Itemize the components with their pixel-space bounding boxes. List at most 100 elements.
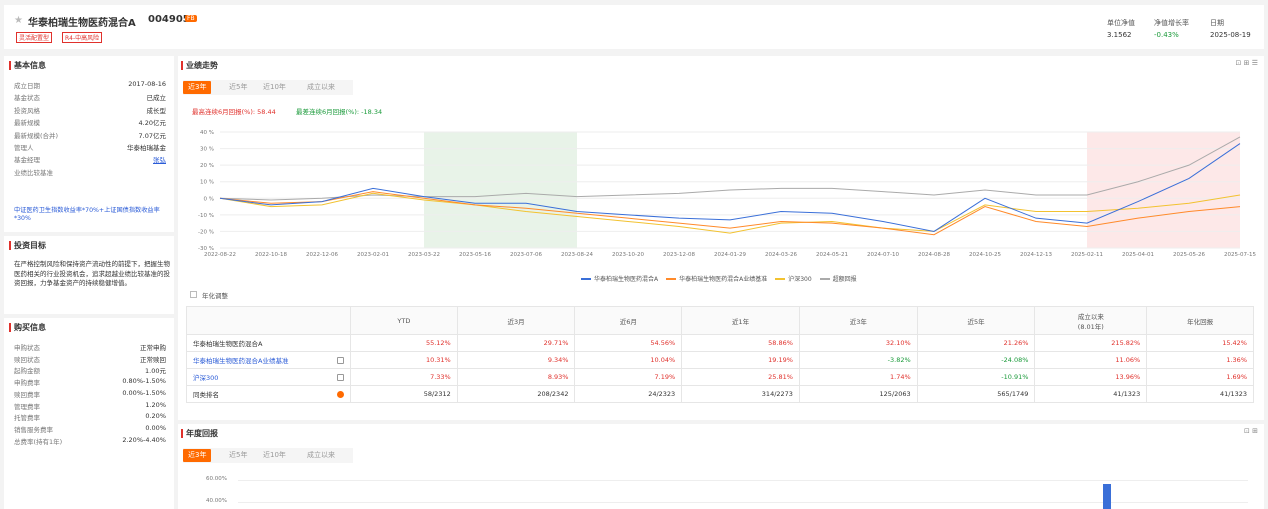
x-tick-label: 2023-02-01	[357, 252, 389, 258]
basic-row-label: 投资风格	[14, 106, 40, 115]
annualize-checkbox[interactable]	[190, 291, 197, 298]
date-label: 日期	[1210, 19, 1224, 27]
purchase-row-value: 0.20%	[145, 412, 166, 421]
table-cell: 58/2312	[350, 385, 458, 403]
table-cell: 208/2342	[456, 385, 576, 403]
legend-marker[interactable]	[666, 278, 677, 280]
y-tick-label: 20 %	[200, 163, 214, 169]
table-cell: 41/1323	[1034, 385, 1148, 403]
chart-tools-icons[interactable]: ⊡ ⊞ ☰	[1235, 59, 1258, 67]
series-line	[219, 192, 1241, 234]
table-cell: 10.04%	[574, 351, 683, 369]
series-line	[219, 191, 1241, 236]
table-cell: -24.08%	[916, 351, 1036, 369]
table-cell: 215.82%	[1034, 334, 1148, 352]
x-tick-label: 2025-05-26	[1173, 252, 1205, 258]
growth-value: -0.43%	[1154, 31, 1179, 39]
edit-icon[interactable]	[337, 374, 344, 381]
purchase-row-label: 赎回费率	[14, 390, 40, 399]
y-tick-label: 10 %	[200, 180, 214, 186]
annual-tab-10y[interactable]: 近10年	[263, 451, 286, 459]
legend-label[interactable]: 沪深300	[788, 276, 812, 283]
tab-5y[interactable]: 近5年	[229, 83, 248, 91]
star-icon[interactable]: ★	[14, 15, 23, 26]
table-cell: 25.81%	[681, 368, 800, 386]
x-tick-label: 2023-05-16	[459, 252, 491, 258]
purchase-row-label: 托管费率	[14, 414, 40, 423]
annual-title: 年度回报	[181, 429, 218, 438]
x-tick-label: 2023-10-20	[612, 252, 644, 258]
table-cell: 32.10%	[798, 334, 918, 352]
legend-marker[interactable]	[775, 278, 786, 280]
basic-row-value[interactable]: 张弘	[153, 156, 166, 165]
table-header: 成立以来 (8.01年)	[1034, 306, 1148, 335]
purchase-row-label: 销售服务费率	[14, 425, 53, 434]
purchase-row-label: 起购金额	[14, 367, 40, 376]
legend-marker[interactable]	[581, 278, 591, 280]
growth-label: 净值增长率	[1154, 19, 1189, 27]
purchase-row-label: 赎回状态	[14, 355, 40, 364]
x-tick-label: 2023-03-22	[408, 252, 440, 258]
x-tick-label: 2023-12-08	[663, 252, 695, 258]
table-cell: 1.74%	[798, 368, 918, 386]
y-tick-label: -30 %	[198, 246, 214, 252]
table-header	[186, 306, 351, 335]
legend-marker[interactable]	[819, 278, 830, 280]
basic-row-label: 最新规模	[14, 119, 40, 128]
x-tick-label: 2024-10-25	[969, 252, 1001, 258]
annual-ytick-40: 40.00%	[206, 498, 227, 504]
table-cell: 21.26%	[916, 334, 1036, 352]
row-name[interactable]: 华泰柏瑞生物医药混合A业绩基准	[193, 357, 289, 365]
benchmark-text[interactable]: 中证医药卫生指数收益率*70%+上证国债指数收益率*30%	[14, 207, 160, 222]
purchase-row-label: 总费率(持有1年)	[14, 437, 63, 446]
table-cell: 58.86%	[681, 334, 800, 352]
legend-label[interactable]: 超额回报	[832, 276, 857, 283]
basic-row-label: 成立日期	[14, 82, 40, 90]
tab-10y[interactable]: 近10年	[263, 83, 286, 91]
row-name[interactable]: 沪深300	[193, 374, 219, 382]
tab-since-inception[interactable]: 成立以来	[307, 83, 335, 91]
x-tick-label: 2022-12-06	[306, 252, 338, 258]
table-cell: 565/1749	[916, 385, 1036, 403]
basic-row-label: 最新规模(合并)	[14, 131, 59, 140]
purchase-row-label: 管理费率	[14, 402, 40, 411]
purchase-row-label: 申购费率	[14, 379, 40, 388]
purchase-row-value: 1.20%	[145, 400, 166, 409]
max-gain-text: 最高连续6月回报(%): 58.44	[192, 108, 276, 116]
annual-tab-3y[interactable]: 近3年	[183, 449, 212, 462]
annual-gridline	[238, 502, 1248, 503]
table-header: 近3年	[798, 306, 918, 335]
annual-gridline	[238, 480, 1248, 481]
info-icon[interactable]	[337, 391, 344, 398]
basic-row-label: 基金状态	[14, 94, 40, 103]
purchase-title: 购买信息	[9, 323, 46, 332]
row-name-cell: 华泰柏瑞生物医药混合A	[186, 334, 351, 352]
edit-icon[interactable]	[337, 357, 344, 364]
y-tick-label: -10 %	[198, 213, 214, 219]
basic-row-label: 业绩比较基准	[14, 168, 53, 177]
annual-tools-icons[interactable]: ⊡ ⊞	[1244, 427, 1258, 435]
annual-tab-5y[interactable]: 近5年	[229, 451, 248, 459]
purchase-row-value: 0.80%-1.50%	[122, 377, 166, 386]
legend-label[interactable]: 华泰柏瑞生物医药混合A业绩基准	[679, 276, 768, 283]
table-cell: 1.69%	[1146, 368, 1254, 386]
legend-label[interactable]: 华泰柏瑞生物医药混合A	[594, 276, 659, 283]
row-name: 同类排名	[193, 391, 219, 399]
annual-ytick-60: 60.00%	[206, 476, 227, 482]
fund-name: 华泰柏瑞生物医药混合A	[28, 18, 136, 29]
table-cell: 15.42%	[1146, 334, 1254, 352]
x-tick-label: 2023-07-06	[510, 252, 542, 258]
table-cell: 29.71%	[456, 334, 576, 352]
table-cell: 13.96%	[1034, 368, 1148, 386]
fund-badge: FB	[185, 15, 197, 22]
annual-tab-since-inception[interactable]: 成立以来	[307, 451, 335, 459]
series-line	[219, 143, 1241, 232]
table-cell: -10.91%	[916, 368, 1036, 386]
x-tick-label: 2022-08-22	[204, 252, 236, 258]
tab-3y[interactable]: 近3年	[183, 81, 212, 94]
table-cell: -3.82%	[798, 351, 918, 369]
purchase-row-value: 0.00%	[145, 423, 166, 432]
table-cell: 19.19%	[681, 351, 800, 369]
purchase-row-value: 正常赎回	[140, 355, 166, 364]
table-row: 华泰柏瑞生物医药混合A业绩基准 10.31% 9.34% 10.04% 19.19% -3…	[186, 351, 1254, 369]
